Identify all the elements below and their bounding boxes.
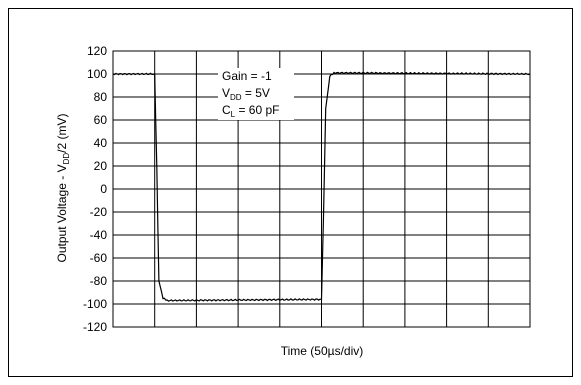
plot-border [112,50,531,328]
y-tick-label: 100 [87,67,107,81]
annotation-vdd: VDD = 5V [222,86,270,102]
y-tick-label: -120 [83,320,107,334]
y-tick-label: -80 [90,274,108,288]
y-tick-label: 80 [94,90,108,104]
annotation-cl: CL = 60 pF [222,103,280,119]
y-axis-label: Output Voltage - VDD/2 (mV) [55,114,71,263]
y-axis-ticks: 120 100 80 60 40 20 0 -20 -40 -60 -80 -100 -120 [83,44,107,334]
y-tick-label: 120 [87,44,107,58]
y-tick-label: -40 [90,228,108,242]
annotation-background [218,68,294,120]
y-tick-label: 20 [94,159,108,173]
y-tick-label: -20 [90,205,108,219]
annotation-box: Gain = -1 VDD = 5V CL = 60 pF [218,68,294,120]
x-axis-label: Time (50µs/div) [281,344,363,358]
y-tick-label: -60 [90,251,108,265]
y-tick-label: 0 [100,182,107,196]
series-line [112,71,531,302]
annotation-gain: Gain = -1 [222,69,272,83]
y-tick-label: 60 [94,113,108,127]
y-tick-label: -100 [83,297,107,311]
y-tick-label: 40 [94,136,108,150]
